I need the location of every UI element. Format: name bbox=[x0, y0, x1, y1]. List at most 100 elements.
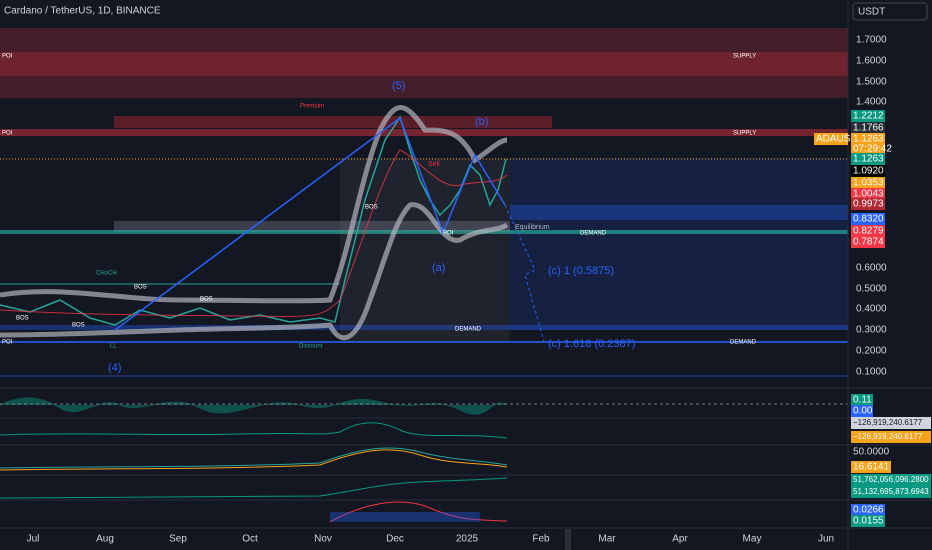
chart-annotation: (c) 1.618 (0.2387) bbox=[548, 338, 635, 350]
chart-annotation: (c) 1 (0.5875) bbox=[548, 265, 614, 277]
price-badge-text: 1.0353 bbox=[853, 178, 884, 189]
indicator-badge-text: 0.0155 bbox=[853, 516, 884, 527]
supply-zone bbox=[0, 28, 848, 98]
price-tick: 0.5000 bbox=[856, 284, 887, 295]
time-tick: Jun bbox=[818, 534, 834, 545]
ma-line bbox=[0, 149, 508, 317]
chart-annotation: Equilibrium bbox=[515, 224, 550, 231]
scroll-handle[interactable] bbox=[565, 529, 571, 550]
price-tick: 0.2000 bbox=[856, 346, 887, 357]
rsi-signal bbox=[0, 447, 508, 469]
oscillator-2 bbox=[0, 422, 508, 439]
time-tick: Jul bbox=[27, 534, 40, 545]
indicator-badge bbox=[851, 394, 873, 406]
chart-annotation: Premium bbox=[300, 104, 324, 110]
price-tick: 1.4000 bbox=[856, 97, 887, 108]
demand-line bbox=[0, 230, 848, 234]
chart-annotation: SUPPLY bbox=[733, 54, 756, 60]
chart-annotation: (4) bbox=[108, 362, 121, 374]
currency-label[interactable]: USDT bbox=[858, 7, 885, 18]
price-badge bbox=[851, 143, 885, 155]
indicator-badge-text: 50.0000 bbox=[853, 447, 890, 458]
indicator-badge-text: 16.6141 bbox=[853, 462, 890, 473]
chart-annotation: BOS bbox=[134, 285, 147, 291]
time-tick: 2025 bbox=[456, 534, 479, 545]
chart-annotation: POI bbox=[443, 231, 454, 237]
price-badge bbox=[851, 213, 885, 225]
indicator-badge-text: 51,762,056,096.2800 bbox=[853, 475, 929, 484]
chart-annotation: (a) bbox=[432, 262, 445, 274]
currency-button[interactable] bbox=[852, 2, 928, 21]
chart-annotation: SUPPLY bbox=[733, 131, 756, 137]
price-badge bbox=[851, 188, 885, 200]
macd-hist bbox=[330, 512, 480, 522]
price-badge bbox=[851, 165, 885, 177]
chart-annotation: BOS bbox=[200, 297, 213, 303]
time-tick: Feb bbox=[532, 534, 550, 545]
price-badge-text: 0.8320 bbox=[853, 214, 884, 225]
time-tick: Apr bbox=[672, 534, 688, 545]
symbol-title: Cardano / TetherUS, 1D, BINANCE bbox=[4, 6, 161, 17]
time-tick: Oct bbox=[242, 534, 258, 545]
price-badge-text: 1.0920 bbox=[853, 166, 884, 177]
price-badge-text: 0.7874 bbox=[853, 237, 884, 248]
price-badge bbox=[851, 110, 885, 122]
price-badge bbox=[851, 153, 885, 165]
price-badge-text: 1.1263 bbox=[853, 134, 884, 145]
price-badge-text: 07:29:42 bbox=[853, 144, 892, 155]
price-badge bbox=[851, 225, 885, 237]
price-badge-text: 1.2212 bbox=[853, 111, 884, 122]
indicator-badge bbox=[851, 486, 931, 498]
price-badge bbox=[851, 236, 885, 248]
price-badge-text: 1.0043 bbox=[853, 189, 884, 200]
price-badge-text: ADAUSDT bbox=[816, 134, 864, 145]
indicator-badge bbox=[851, 504, 885, 516]
chart-annotation: POI bbox=[2, 131, 13, 137]
chart-annotation: POI bbox=[2, 54, 13, 60]
price-tick: 0.6000 bbox=[856, 263, 887, 274]
indicator-badge-text: 0.11 bbox=[853, 395, 872, 406]
price-tick: 0.4000 bbox=[856, 304, 887, 315]
price-badge-text: 1.1263 bbox=[853, 154, 884, 165]
price-tick: 0.3000 bbox=[856, 325, 887, 336]
chart-annotation: POI bbox=[2, 340, 13, 346]
chart-annotation: DEMAND bbox=[455, 327, 482, 333]
chart-annotation: Sell bbox=[428, 161, 440, 168]
rsi-line bbox=[0, 449, 508, 471]
price-badge bbox=[851, 122, 885, 134]
time-tick: May bbox=[743, 534, 762, 545]
price-badge bbox=[851, 198, 885, 210]
supply-core bbox=[0, 52, 848, 76]
indicator-badge-text: 0.0266 bbox=[853, 505, 884, 516]
indicator-badge-text: −126,919,240.6177 bbox=[853, 418, 923, 427]
indicator-badge bbox=[851, 515, 885, 527]
band-lower bbox=[0, 202, 509, 341]
indicator-badge-text: −126,919,240.6177 bbox=[853, 432, 923, 441]
demand-zone bbox=[0, 325, 848, 330]
time-tick: Mar bbox=[598, 534, 616, 545]
indicator-badge bbox=[851, 431, 931, 443]
chart-annotation: (b) bbox=[475, 116, 488, 128]
chart-annotation: Discount bbox=[299, 344, 323, 350]
target-box bbox=[510, 158, 848, 330]
price-tick: 1.5000 bbox=[856, 77, 887, 88]
chart-annotation: DEMAND bbox=[730, 340, 757, 346]
price-tick: 1.6000 bbox=[856, 56, 887, 67]
price-badge bbox=[814, 133, 848, 145]
chart-annotation: BOS bbox=[365, 205, 378, 211]
indicator-badge bbox=[851, 405, 873, 417]
chart-annotation: LL bbox=[110, 344, 117, 350]
price-badge bbox=[851, 177, 885, 189]
indicator-badge bbox=[851, 474, 931, 486]
price-badge bbox=[851, 133, 885, 145]
time-tick: Dec bbox=[386, 534, 404, 545]
chart-annotation: (5) bbox=[392, 80, 405, 92]
indicator-badge-text: 0.00 bbox=[853, 406, 873, 417]
oscillator bbox=[0, 397, 508, 415]
premium-box bbox=[114, 116, 552, 128]
chart-annotation: DEMAND bbox=[580, 231, 607, 237]
price-tick: 1.7000 bbox=[856, 35, 887, 46]
blue-band bbox=[510, 205, 848, 220]
